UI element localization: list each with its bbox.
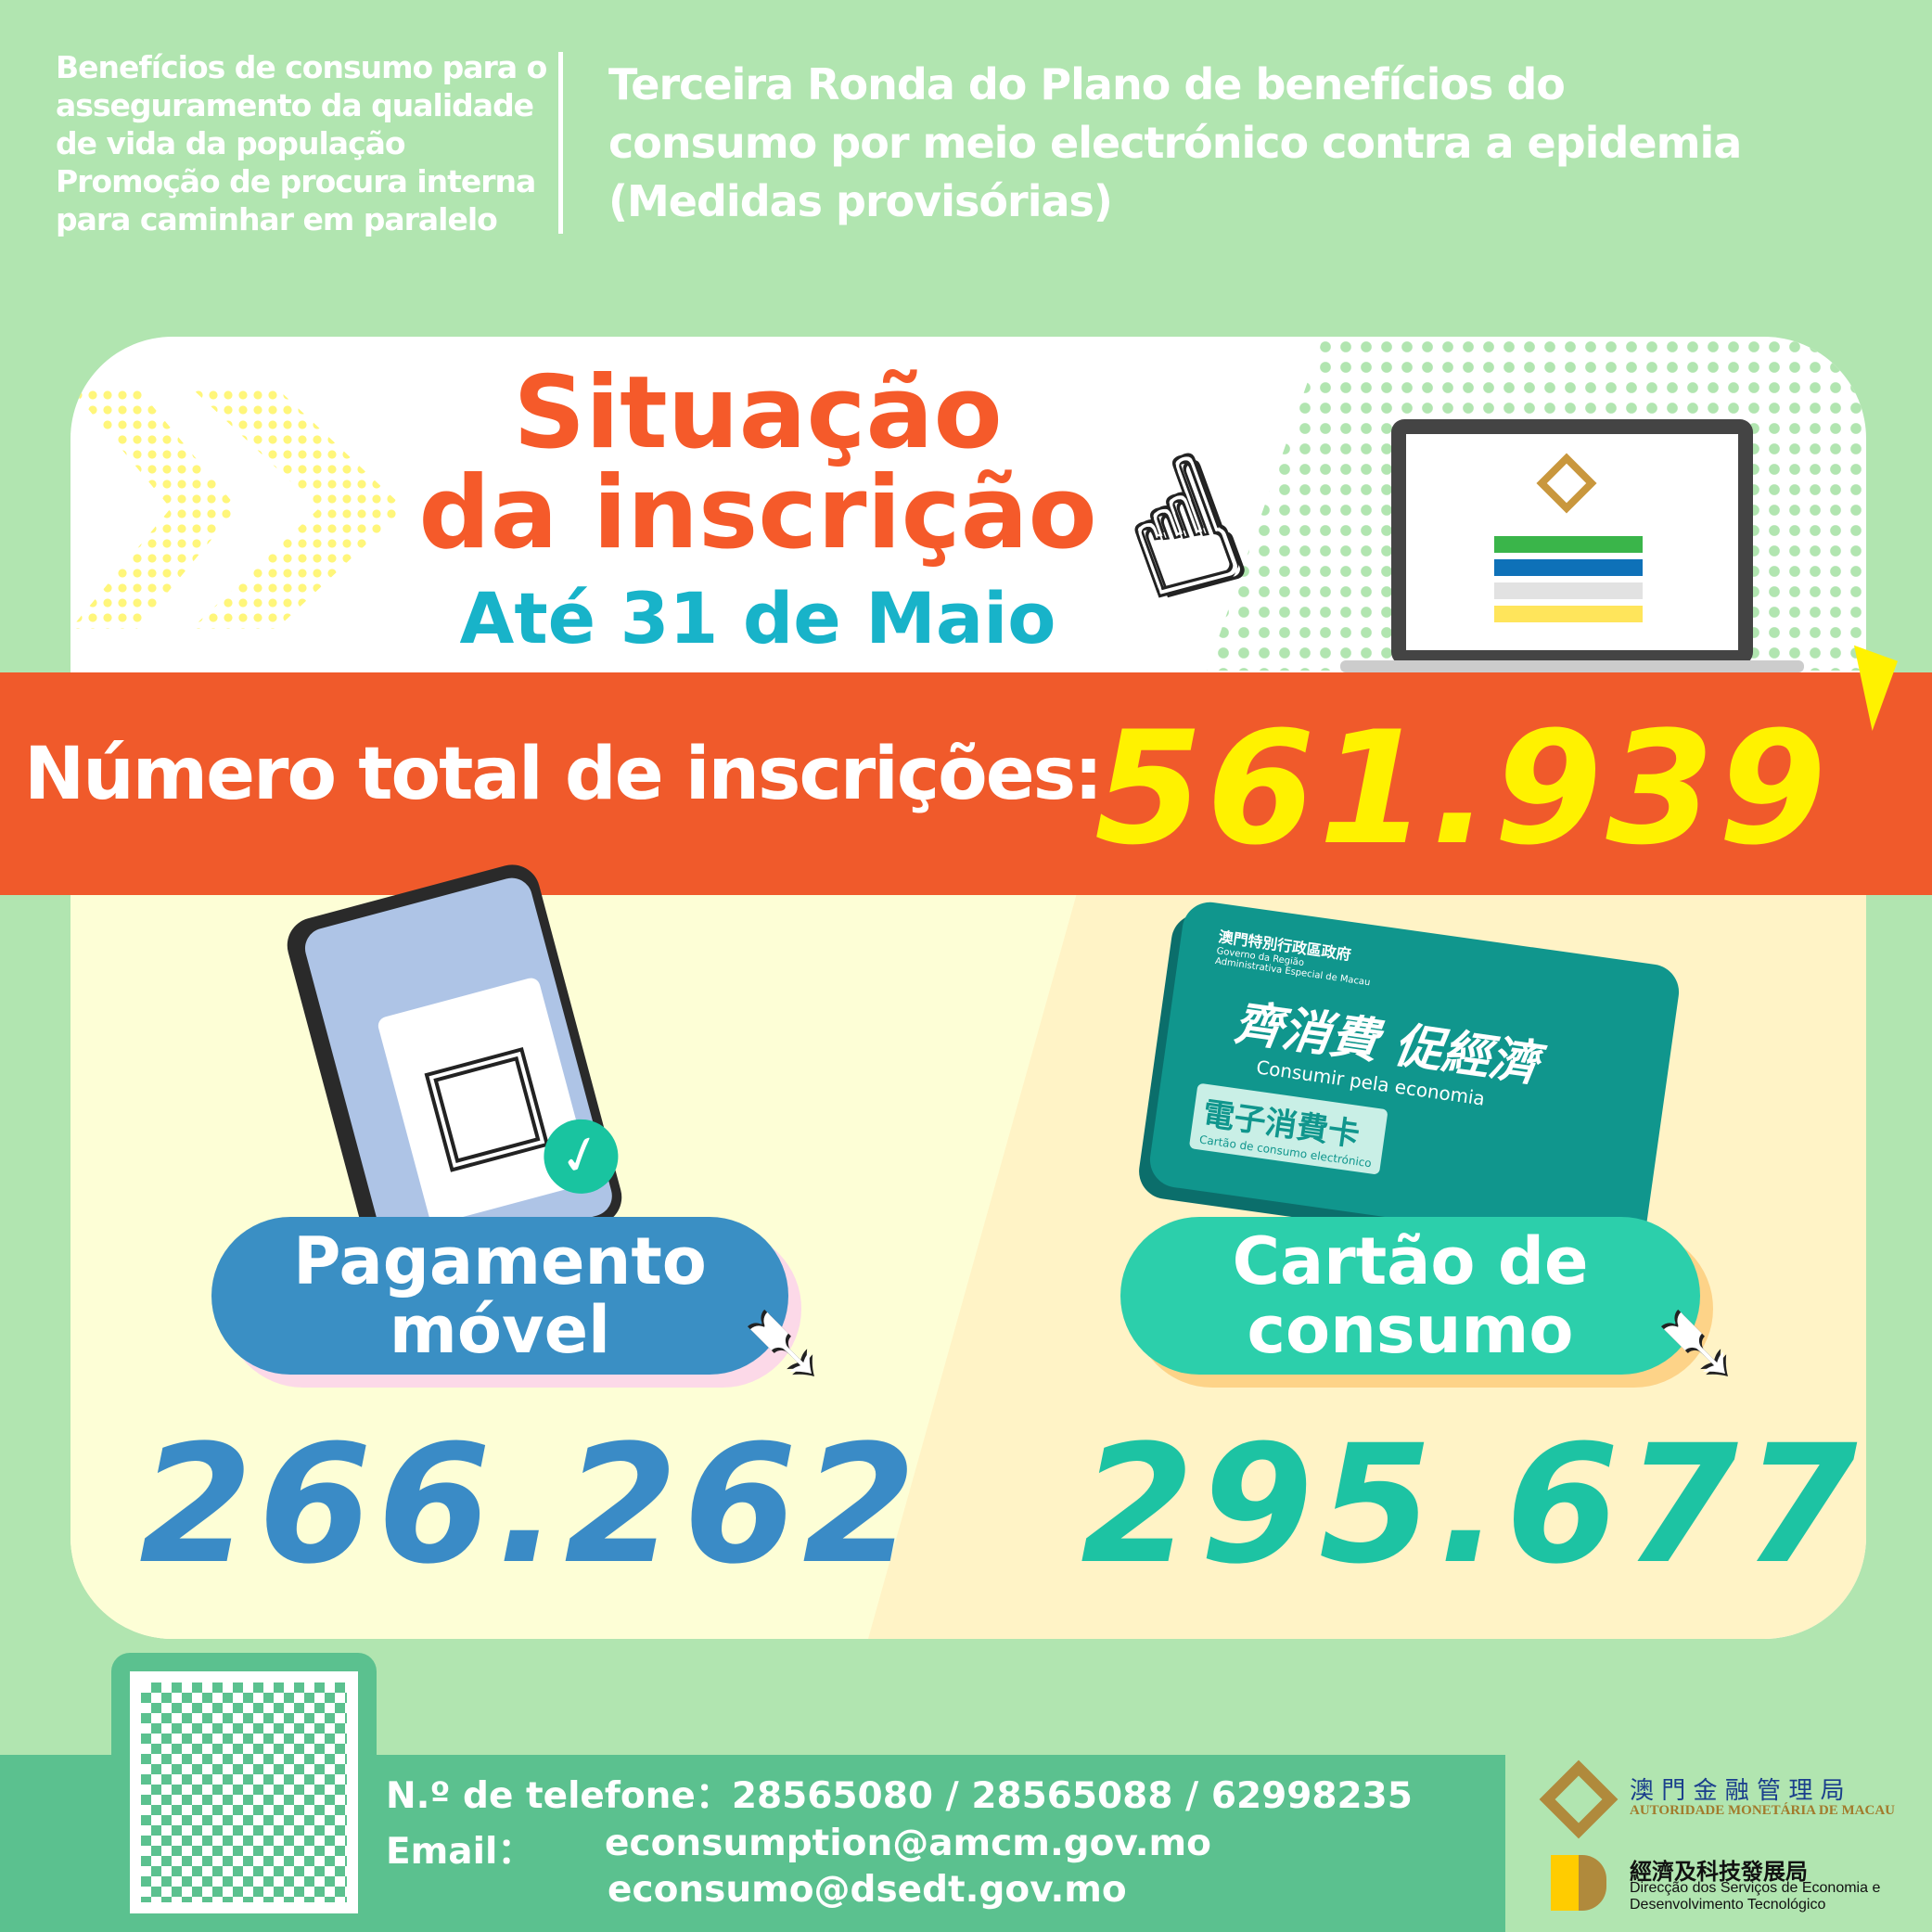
title-line: (Medidas provisórias) (608, 176, 1113, 226)
header-line: Promoção de procura interna (56, 163, 536, 199)
page-title: Terceira Ronda do Plano de benefícios do… (608, 56, 1742, 231)
amcm-name-zh: 澳 門 金 融 管 理 局 (1630, 1777, 1845, 1805)
laptop-icon (1391, 419, 1753, 665)
dsedt-name-zh: 經濟及科技發展局 (1630, 1859, 1808, 1885)
qr-code[interactable] (111, 1653, 377, 1932)
qr-code-icon (132, 1673, 356, 1912)
hero-title: Situação da inscrição (418, 355, 1097, 571)
email-link[interactable]: econsumo@dsedt.gov.mo (608, 1869, 1127, 1911)
email-link[interactable]: econsumption@amcm.gov.mo (605, 1823, 1211, 1864)
mobile-payment-label: Pagamento móvel (211, 1217, 788, 1375)
dsedt-logo (1551, 1855, 1606, 1911)
header-subtitle: Benefícios de consumo para o asseguramen… (56, 48, 547, 238)
total-band (0, 672, 1932, 895)
consumption-card-value: 295.677 (1081, 1410, 1863, 1600)
laptop-base (1340, 660, 1804, 672)
header-line: de vida da população (56, 125, 406, 161)
cursor-icon: ➷ (1656, 1285, 1742, 1403)
header-divider (558, 52, 563, 234)
amcm-name-pt: AUTORIDADE MONETÁRIA DE MACAU (1630, 1803, 1895, 1818)
title-line: consumo por meio electrónico contra a ep… (608, 118, 1742, 168)
mobile-payment-value: 266.262 (139, 1410, 922, 1600)
consumption-card-label: Cartão de consumo (1120, 1217, 1700, 1375)
title-line: Terceira Ronda do Plano de benefícios do (608, 59, 1566, 109)
phone-row: N.º de telefone：28565080 / 28565088 / 62… (386, 1775, 1413, 1817)
phone-numbers: 28565080 / 28565088 / 62998235 (731, 1775, 1413, 1817)
header-line: Benefícios de consumo para o (56, 49, 547, 85)
deadline: Até 31 de Maio (459, 577, 1056, 659)
total-label: Número total de inscrições: (24, 733, 1103, 816)
cursor-icon: ➷ (742, 1285, 828, 1403)
email-label: Email： (386, 1831, 534, 1873)
amcm-logo (1539, 1759, 1619, 1839)
header-line: para caminhar em paralelo (56, 201, 498, 237)
header-line: asseguramento da qualidade (56, 87, 534, 123)
total-value: 561.939 (1094, 697, 1831, 879)
dsedt-name-pt: Direcção dos Serviços de Economia e Desen… (1630, 1880, 1881, 1913)
